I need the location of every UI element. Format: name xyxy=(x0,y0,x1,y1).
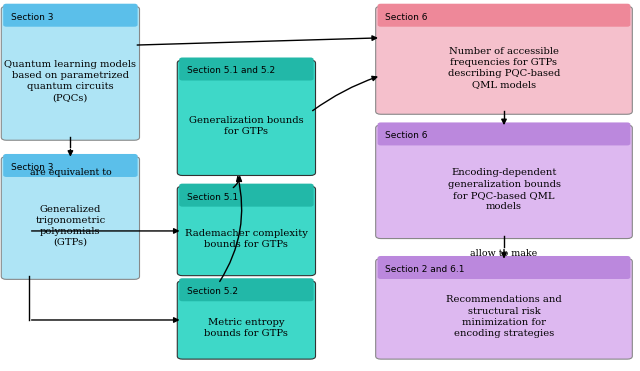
FancyBboxPatch shape xyxy=(383,134,625,144)
Text: Number of accessible
frequencies for GTPs
describing PQC-based
QML models: Number of accessible frequencies for GTP… xyxy=(448,47,560,89)
Text: Section 5.1: Section 5.1 xyxy=(187,193,238,201)
FancyBboxPatch shape xyxy=(376,125,632,239)
FancyBboxPatch shape xyxy=(378,122,630,145)
Text: Generalization bounds
for GTPs: Generalization bounds for GTPs xyxy=(189,115,304,136)
Text: Recommendations and
structural risk
minimization for
encoding strategies: Recommendations and structural risk mini… xyxy=(446,295,562,338)
FancyBboxPatch shape xyxy=(177,60,316,175)
Text: Section 5.2: Section 5.2 xyxy=(187,287,238,296)
FancyBboxPatch shape xyxy=(1,157,140,279)
FancyBboxPatch shape xyxy=(3,4,138,27)
FancyBboxPatch shape xyxy=(3,154,138,177)
Text: Metric entropy
bounds for GTPs: Metric entropy bounds for GTPs xyxy=(204,318,289,338)
Text: Section 6: Section 6 xyxy=(385,13,428,22)
FancyBboxPatch shape xyxy=(179,58,314,81)
Text: Rademacher complexity
bounds for GTPs: Rademacher complexity bounds for GTPs xyxy=(185,229,308,249)
Text: Section 2 and 6.1: Section 2 and 6.1 xyxy=(385,265,465,274)
FancyBboxPatch shape xyxy=(378,256,630,279)
FancyBboxPatch shape xyxy=(378,4,630,27)
Text: Quantum learning models
based on parametrized
quantum circuits
(PQCs): Quantum learning models based on paramet… xyxy=(4,60,136,102)
FancyBboxPatch shape xyxy=(376,6,632,114)
Text: are equivalent to: are equivalent to xyxy=(29,168,111,177)
FancyBboxPatch shape xyxy=(177,186,316,276)
FancyBboxPatch shape xyxy=(1,6,140,140)
Text: Section 6: Section 6 xyxy=(385,131,428,140)
FancyBboxPatch shape xyxy=(383,268,625,277)
FancyBboxPatch shape xyxy=(177,281,316,359)
FancyBboxPatch shape xyxy=(184,196,308,205)
FancyBboxPatch shape xyxy=(383,16,625,25)
FancyBboxPatch shape xyxy=(179,184,314,207)
Text: Generalized
trigonometric
polynomials
(GTPs): Generalized trigonometric polynomials (G… xyxy=(35,204,106,247)
FancyBboxPatch shape xyxy=(184,69,308,79)
FancyBboxPatch shape xyxy=(376,259,632,359)
Text: Section 5.1 and 5.2: Section 5.1 and 5.2 xyxy=(187,66,275,75)
Text: allow to make: allow to make xyxy=(470,249,538,257)
FancyBboxPatch shape xyxy=(184,290,308,299)
Text: Encoding-dependent
generalization bounds
for PQC-based QML
models: Encoding-dependent generalization bounds… xyxy=(447,168,561,211)
Text: Section 3: Section 3 xyxy=(11,163,53,172)
FancyBboxPatch shape xyxy=(8,16,132,25)
Text: Section 3: Section 3 xyxy=(11,13,53,22)
FancyBboxPatch shape xyxy=(8,166,132,175)
FancyBboxPatch shape xyxy=(179,278,314,301)
